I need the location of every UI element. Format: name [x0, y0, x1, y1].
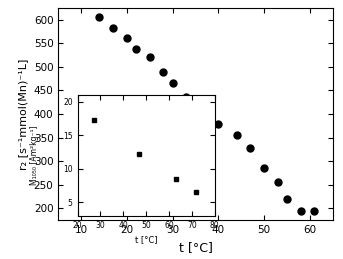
Y-axis label: r₂ [s⁻¹mmol(Mn)⁻¹L]: r₂ [s⁻¹mmol(Mn)⁻¹L]	[18, 58, 28, 170]
X-axis label: t [°C]: t [°C]	[179, 241, 212, 254]
